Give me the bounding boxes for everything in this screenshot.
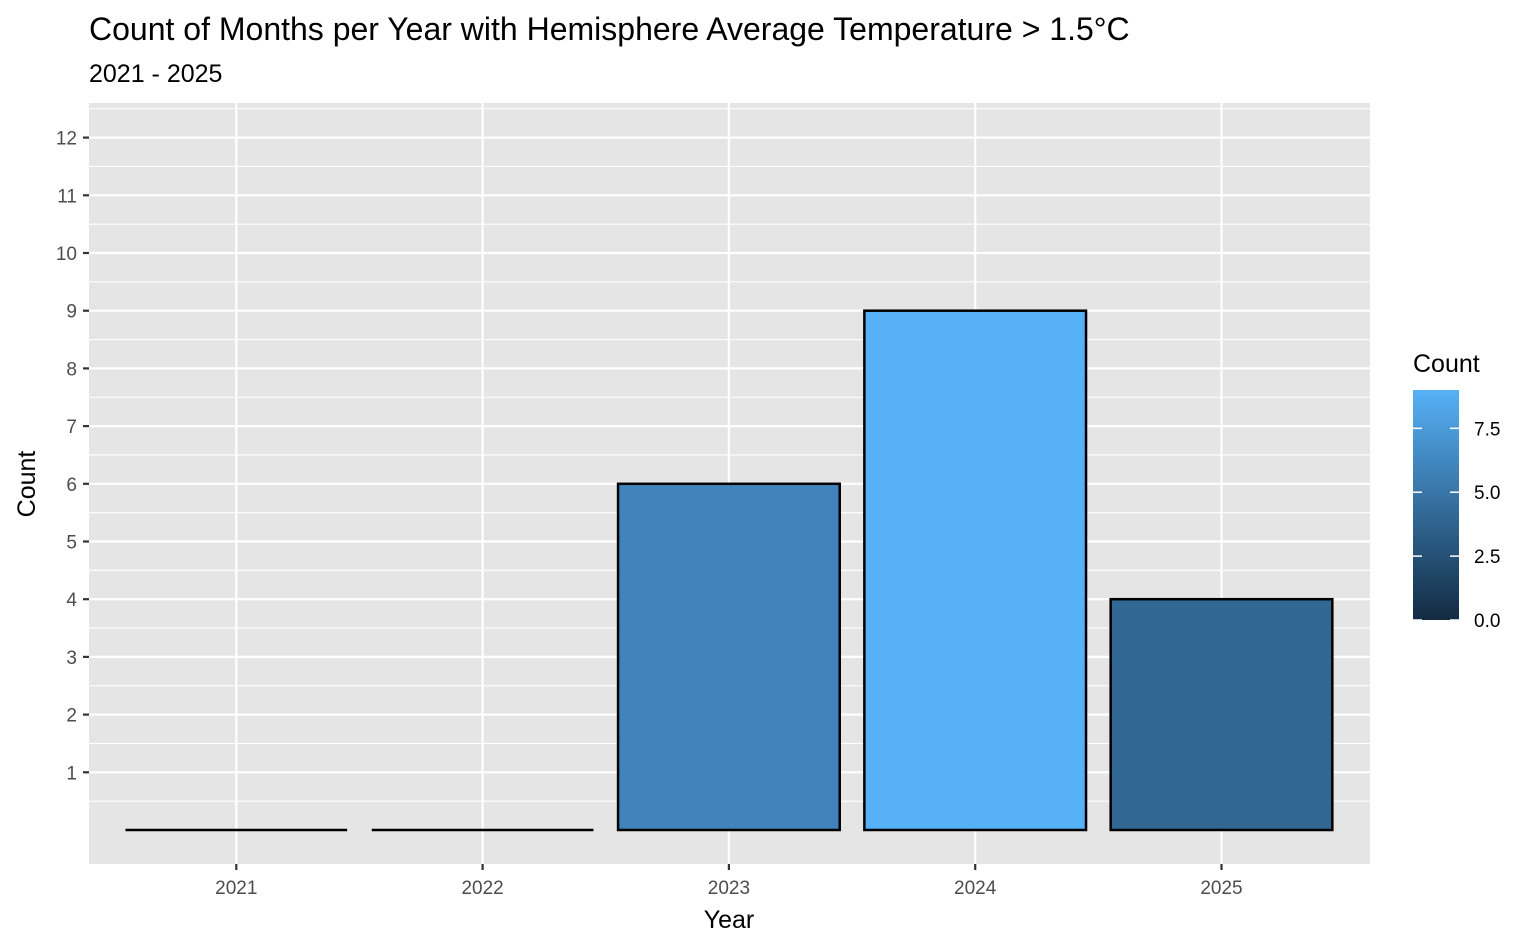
y-tick-label: 5 bbox=[66, 533, 77, 554]
y-tick-label: 12 bbox=[56, 129, 77, 150]
x-tick-label: 2023 bbox=[708, 878, 750, 899]
legend-label: 7.5 bbox=[1474, 419, 1500, 440]
x-tick-label: 2021 bbox=[215, 878, 257, 899]
x-tick-label: 2024 bbox=[954, 878, 997, 899]
y-tick-label: 8 bbox=[66, 359, 77, 380]
x-axis: 2021 2022 2023 2024 2025 bbox=[215, 864, 1243, 899]
x-tick-label: 2025 bbox=[1200, 878, 1242, 899]
bar-2024 bbox=[863, 309, 1088, 832]
y-tick-label: 11 bbox=[57, 186, 77, 207]
legend-title: Count bbox=[1413, 350, 1480, 378]
legend-colorbar bbox=[1413, 390, 1459, 620]
legend-label: 2.5 bbox=[1474, 547, 1500, 568]
x-axis-title: Year bbox=[704, 906, 755, 934]
y-tick-label: 2 bbox=[66, 706, 77, 727]
y-tick-label: 1 bbox=[66, 763, 77, 784]
y-axis-title: Count bbox=[13, 451, 41, 518]
bar-2023 bbox=[616, 482, 841, 832]
y-tick-label: 10 bbox=[56, 244, 77, 265]
bars bbox=[125, 309, 1334, 832]
y-tick-label: 6 bbox=[66, 475, 77, 496]
chart-title: Count of Months per Year with Hemisphere… bbox=[89, 11, 1130, 47]
y-tick-label: 4 bbox=[66, 590, 77, 611]
x-tick-label: 2022 bbox=[461, 878, 503, 899]
y-tick-label: 9 bbox=[66, 302, 77, 323]
bar-2025 bbox=[1109, 597, 1334, 832]
legend-ticks: 0.0 2.5 5.0 7.5 bbox=[1413, 419, 1500, 632]
color-legend: Count 0.0 2.5 5.0 7.5 bbox=[1413, 350, 1500, 632]
legend-label: 5.0 bbox=[1474, 483, 1500, 504]
legend-label: 0.0 bbox=[1474, 611, 1500, 632]
y-tick-label: 3 bbox=[66, 648, 77, 669]
chart-subtitle: 2021 - 2025 bbox=[89, 60, 222, 88]
y-tick-label: 7 bbox=[66, 417, 77, 438]
